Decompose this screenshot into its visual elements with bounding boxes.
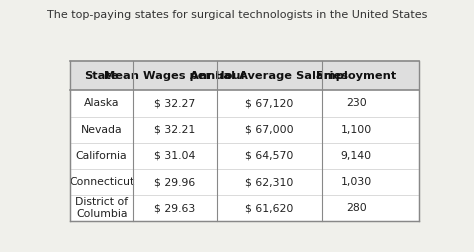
Text: California: California xyxy=(76,151,128,161)
Text: District of
Columbia: District of Columbia xyxy=(75,198,128,219)
Text: 1,100: 1,100 xyxy=(341,125,372,135)
Text: State: State xyxy=(84,71,119,81)
Text: $ 32.27: $ 32.27 xyxy=(155,99,196,109)
Text: $ 31.04: $ 31.04 xyxy=(154,151,196,161)
Text: $ 67,000: $ 67,000 xyxy=(245,125,293,135)
Text: $ 64,570: $ 64,570 xyxy=(245,151,293,161)
Text: The top-paying states for surgical technologists in the United States: The top-paying states for surgical techn… xyxy=(47,10,427,20)
Text: Connecticut: Connecticut xyxy=(69,177,134,187)
Text: Nevada: Nevada xyxy=(81,125,122,135)
Bar xyxy=(70,61,419,221)
Text: 1,030: 1,030 xyxy=(341,177,372,187)
Text: 230: 230 xyxy=(346,99,367,109)
Text: Annual Average Salaries: Annual Average Salaries xyxy=(190,71,348,81)
Text: $ 62,310: $ 62,310 xyxy=(245,177,293,187)
Text: Employment: Employment xyxy=(316,71,397,81)
Text: Mean Wages per Hour: Mean Wages per Hour xyxy=(104,71,246,81)
Text: Alaska: Alaska xyxy=(84,99,119,109)
Text: $ 61,620: $ 61,620 xyxy=(245,203,293,213)
Bar xyxy=(70,61,419,90)
Text: $ 29.96: $ 29.96 xyxy=(155,177,196,187)
Text: 9,140: 9,140 xyxy=(341,151,372,161)
Text: $ 29.63: $ 29.63 xyxy=(155,203,196,213)
Text: $ 32.21: $ 32.21 xyxy=(155,125,196,135)
Text: $ 67,120: $ 67,120 xyxy=(245,99,293,109)
Text: 280: 280 xyxy=(346,203,367,213)
